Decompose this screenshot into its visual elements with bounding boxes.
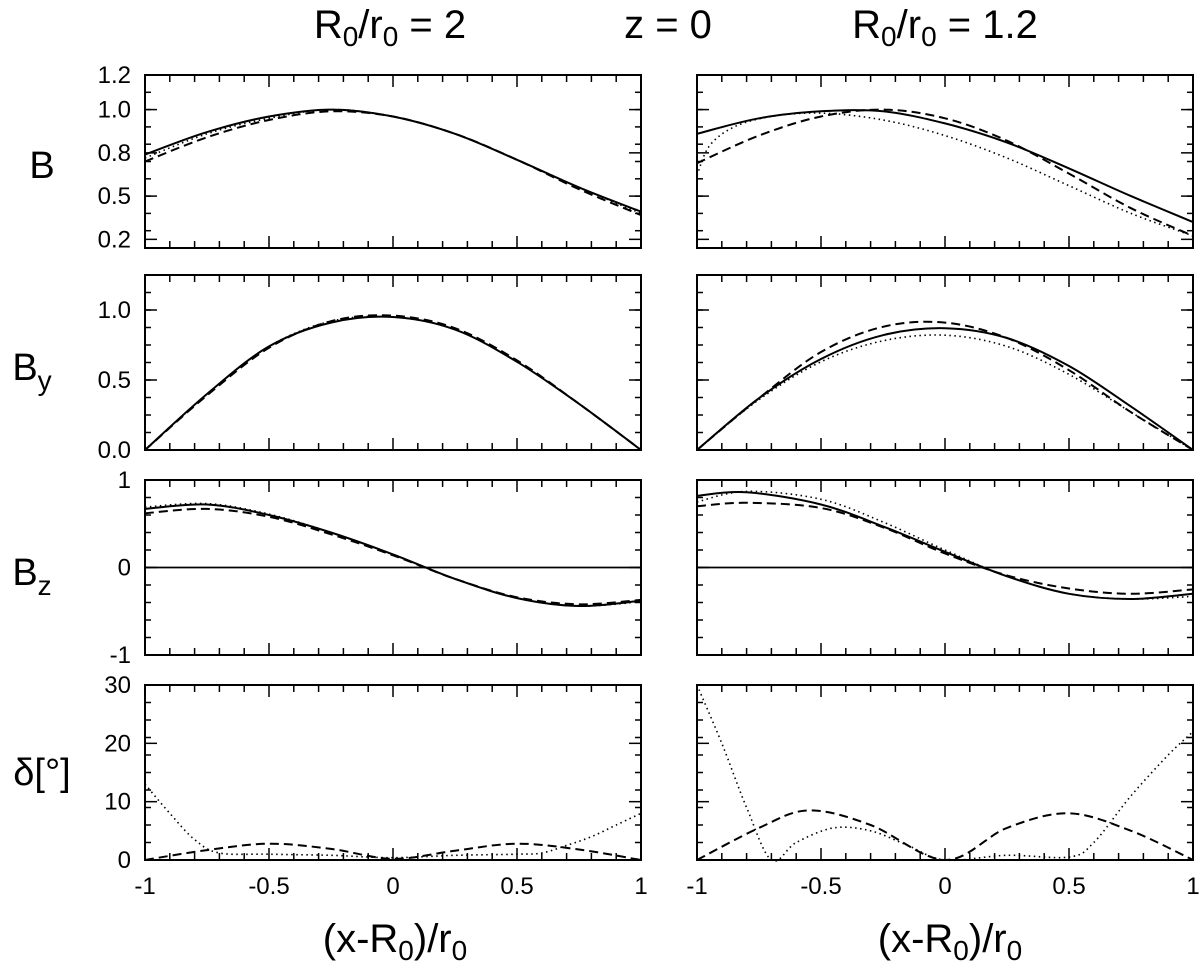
panel-bz-left: 1 0 -1 bbox=[110, 467, 642, 669]
y-tick-label: 30 bbox=[104, 672, 131, 699]
y-tick-label: 0 bbox=[118, 555, 131, 582]
y-tick-label: 1.2 bbox=[98, 62, 131, 89]
column-title-left: R0/r0 = 2 bbox=[314, 3, 466, 52]
series-dashed-line bbox=[144, 314, 642, 451]
panel-b-right bbox=[696, 74, 1194, 249]
x-tick-label: 1 bbox=[1186, 873, 1199, 900]
panel-bz-right bbox=[696, 479, 1194, 656]
row-label-bz: Bz bbox=[12, 552, 51, 601]
panel-delta-right: -1 -0.5 0 0.5 1 bbox=[686, 684, 1200, 900]
panel-frame bbox=[696, 684, 1194, 861]
x-axis-label-right: (x-R0)/r0 bbox=[878, 917, 1022, 966]
panel-frame bbox=[144, 684, 642, 861]
panel-b-left: 0.2 0.5 0.8 1.0 1.2 bbox=[98, 62, 642, 253]
y-tick-label: 10 bbox=[104, 789, 131, 816]
panel-frame bbox=[696, 74, 1194, 249]
series-dotted-line bbox=[696, 112, 1194, 237]
x-tick-label: 0.5 bbox=[1052, 873, 1085, 900]
y-tick-label: 0.8 bbox=[98, 140, 131, 167]
series-dotted-line bbox=[144, 502, 642, 607]
series-dashed-line bbox=[144, 507, 642, 606]
series-dashed-line bbox=[696, 108, 1194, 237]
panel-frame bbox=[144, 74, 642, 249]
y-tick-label: 1.0 bbox=[98, 97, 131, 124]
series-solid-line bbox=[144, 108, 642, 213]
series-solid-line bbox=[696, 327, 1194, 451]
y-tick-label: 0.0 bbox=[98, 437, 131, 464]
x-tick-label: -0.5 bbox=[248, 873, 289, 900]
series-dotted-line bbox=[696, 334, 1194, 451]
x-tick-label: 0 bbox=[386, 873, 399, 900]
y-tick-label: 20 bbox=[104, 730, 131, 757]
y-tick-label: 0.5 bbox=[98, 183, 131, 210]
x-tick-label: -1 bbox=[686, 873, 707, 900]
series-solid-line bbox=[696, 109, 1194, 224]
series-dotted-line bbox=[144, 108, 642, 215]
panel-frame bbox=[144, 274, 642, 451]
labels: R0/r0 = 2 z = 0 R0/r0 = 1.2 B By Bz δ[°]… bbox=[12, 3, 1038, 966]
x-tick-label: 0.5 bbox=[500, 873, 533, 900]
row-label-b: B bbox=[29, 145, 54, 187]
row-label-delta: δ[°] bbox=[13, 752, 70, 794]
y-tick-label: 1 bbox=[118, 467, 131, 494]
series-solid-line bbox=[696, 490, 1194, 601]
series-dotted-line bbox=[144, 783, 642, 859]
column-title-right: R0/r0 = 1.2 bbox=[852, 3, 1038, 52]
panel-by-right bbox=[696, 274, 1194, 451]
series-dotted-line bbox=[144, 315, 642, 451]
series-dotted-line bbox=[696, 490, 1194, 600]
panel-frame bbox=[696, 274, 1194, 451]
y-tick-label: 0.5 bbox=[98, 367, 131, 394]
x-tick-label: -0.5 bbox=[800, 873, 841, 900]
panel-by-left: 0.0 0.5 1.0 bbox=[98, 274, 642, 464]
series-dashed-line bbox=[696, 320, 1194, 451]
series-dotted-line bbox=[696, 684, 1194, 862]
series-solid-line bbox=[144, 315, 642, 451]
series-dashed-line bbox=[144, 110, 642, 217]
x-tick-label: -1 bbox=[134, 873, 155, 900]
row-label-by: By bbox=[12, 347, 51, 396]
column-title-center: z = 0 bbox=[624, 3, 712, 47]
x-axis-label-left: (x-R0)/r0 bbox=[323, 917, 467, 966]
y-tick-label: 1.0 bbox=[98, 297, 131, 324]
y-tick-label: 0 bbox=[118, 847, 131, 874]
x-tick-label: 0 bbox=[938, 873, 951, 900]
y-tick-label: -1 bbox=[110, 642, 131, 669]
series-dashed-line bbox=[696, 501, 1194, 595]
y-tick-label: 0.2 bbox=[98, 226, 131, 253]
x-tick-label: 1 bbox=[634, 873, 647, 900]
